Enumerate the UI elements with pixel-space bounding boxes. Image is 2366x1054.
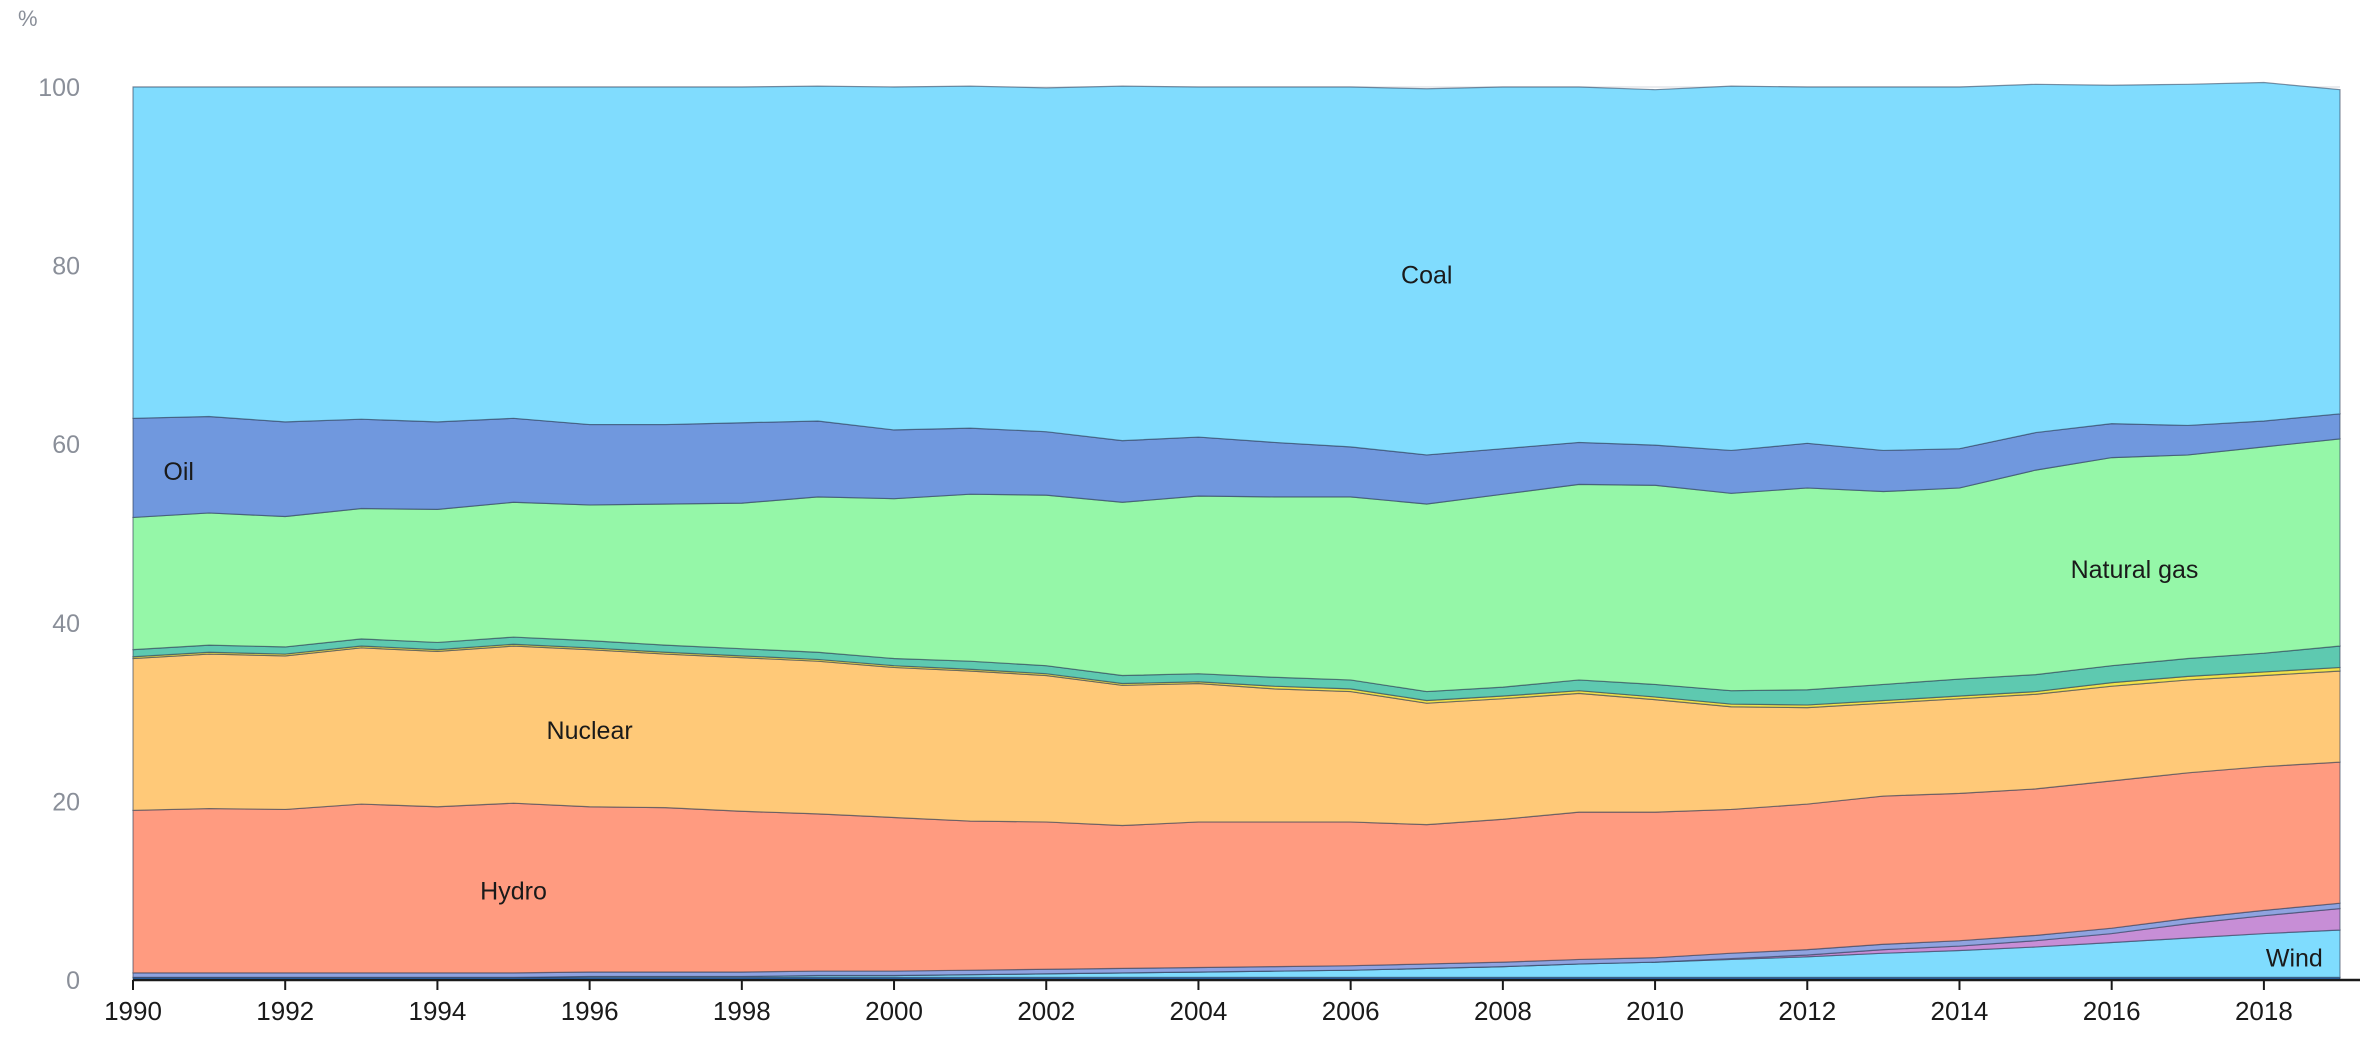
x-tick-label: 2012 <box>1778 996 1836 1026</box>
x-tick-label: 2000 <box>865 996 923 1026</box>
series-label: Oil <box>163 458 194 486</box>
x-tick-label: 1994 <box>408 996 466 1026</box>
x-tick-label: 2010 <box>1626 996 1684 1026</box>
x-tick-label: 1990 <box>104 996 162 1026</box>
x-axis: 1990 1992 1994 1996 1998 2000 2002 2004 2006 2008… <box>104 978 2360 1026</box>
x-tick-label: 2004 <box>1170 996 1228 1026</box>
x-tick-label: 2002 <box>1017 996 1075 1026</box>
x-tick-label: 2008 <box>1474 996 1532 1026</box>
area-coal <box>132 81 2341 456</box>
series-label: Coal <box>1401 262 1452 290</box>
y-axis-unit-label: % <box>18 6 38 31</box>
x-tick-label: 2018 <box>2235 996 2293 1026</box>
x-tick-label: 1998 <box>713 996 771 1026</box>
y-tick-label: 40 <box>52 610 80 638</box>
x-tick-label: 2016 <box>2083 996 2141 1026</box>
series-label: Nuclear <box>547 717 633 745</box>
x-tick-label: 2014 <box>1931 996 1989 1026</box>
x-tick-label: 2006 <box>1322 996 1380 1026</box>
series-label: Wind <box>2266 945 2323 973</box>
y-axis: 0 20 40 60 80 100 <box>38 74 80 995</box>
y-tick-label: 80 <box>52 253 80 281</box>
y-tick-label: 20 <box>52 788 80 816</box>
series-labels: Coal Oil Natural gas Nuclear Hydro Wind <box>163 262 2322 973</box>
series-label: Hydro <box>480 878 547 906</box>
x-tick-label: 1996 <box>561 996 619 1026</box>
y-tick-label: 0 <box>66 967 80 995</box>
x-tick-label: 1992 <box>256 996 314 1026</box>
y-tick-label: 60 <box>52 431 80 459</box>
y-tick-label: 100 <box>38 74 80 102</box>
series-label: Natural gas <box>2071 556 2199 584</box>
area-series <box>132 81 2341 981</box>
